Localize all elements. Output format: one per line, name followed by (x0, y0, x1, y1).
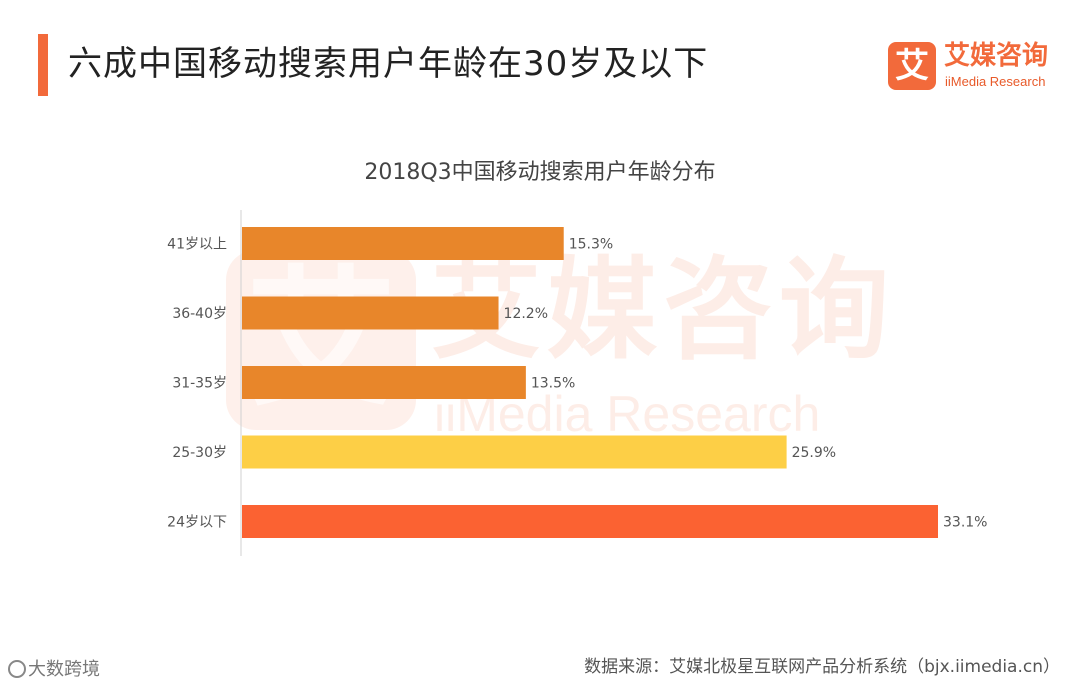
y-tick-label: 24岁以下 (167, 515, 227, 531)
title-accent-bar (38, 34, 48, 96)
y-tick-label: 25-30岁 (172, 445, 227, 461)
bar (242, 505, 938, 538)
bar-value-label: 12.2% (504, 306, 548, 322)
y-tick-label: 41岁以上 (167, 237, 227, 253)
bar-value-label: 33.1% (943, 515, 987, 531)
brand-logo: 艾 艾媒咨询 iiMedia Research (888, 40, 1058, 94)
page-title: 六成中国移动搜索用户年龄在30岁及以下 (68, 44, 709, 84)
y-tick-label: 36-40岁 (172, 306, 227, 322)
brand-ring-icon (8, 660, 26, 678)
data-source: 数据来源：艾媒北极星互联网产品分析系统（bjx.iimedia.cn） (584, 657, 1060, 677)
logo-mark-icon: 艾 (888, 42, 936, 90)
bar-value-label: 25.9% (792, 445, 836, 461)
bar-value-label: 13.5% (531, 376, 575, 392)
corner-brand-text: 大数跨境 (28, 659, 100, 680)
bar-chart: 41岁以上 15.3% 36-40岁 12.2% 31-35岁 13.5% 25-30岁 25… (167, 210, 987, 556)
bar (242, 366, 526, 399)
logo-subtitle: iiMedia Research (945, 74, 1046, 89)
y-tick-label: 31-35岁 (172, 376, 227, 392)
bar-value-label: 15.3% (569, 237, 613, 253)
bar (242, 296, 499, 330)
bar (242, 435, 787, 469)
corner-brand: 大数跨境 (8, 658, 100, 682)
bar (242, 227, 564, 260)
chart-title: 2018Q3中国移动搜索用户年龄分布 (364, 160, 716, 185)
logo-name: 艾媒咨询 (944, 41, 1049, 71)
